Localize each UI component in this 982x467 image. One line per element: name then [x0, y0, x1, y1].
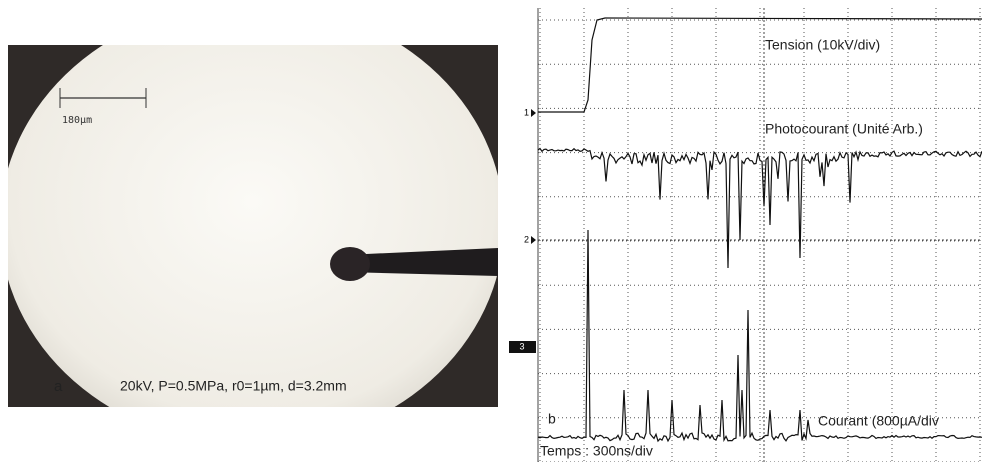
- trace-label: Photocourant (Unité Arb.): [765, 121, 923, 137]
- panel-label: a: [54, 378, 63, 395]
- trace-label: Courant (800µA/div: [818, 413, 939, 429]
- channel-marker: 1: [524, 107, 529, 117]
- scale-label: 180µm: [62, 115, 92, 126]
- panel-label: b: [548, 411, 556, 427]
- trace-label: Tension (10kV/div): [765, 37, 880, 53]
- channel-marker: 2: [524, 234, 529, 244]
- time-base: Temps : 300ns/div: [540, 443, 653, 459]
- caption: 20kV, P=0.5MPa, r0=1µm, d=3.2mm: [120, 378, 347, 394]
- needle-tip: [330, 247, 370, 281]
- photocurrent-trace: [537, 147, 982, 269]
- oscilloscope: [537, 8, 982, 463]
- channel-arrow: [531, 236, 536, 244]
- photo: [8, 45, 498, 407]
- needle: [345, 248, 498, 276]
- voltage-trace: [538, 17, 982, 113]
- illuminated-field: [8, 45, 498, 407]
- current-trace: [537, 229, 982, 443]
- channel-box: [509, 341, 536, 353]
- channel-arrow: [531, 109, 536, 117]
- channel-marker: 3: [519, 341, 524, 351]
- scale-bar: [59, 88, 147, 108]
